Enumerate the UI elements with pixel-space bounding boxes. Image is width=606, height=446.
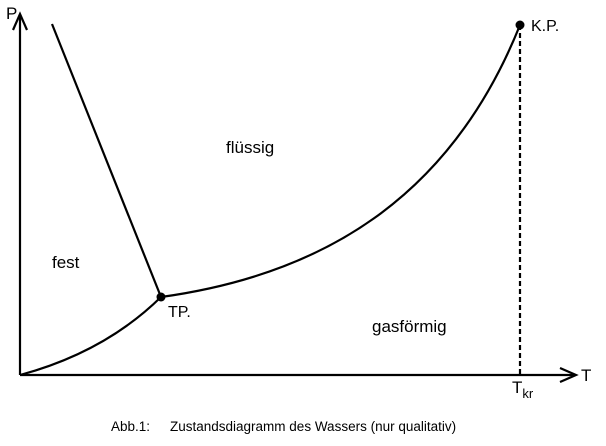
critical-temperature-label-sub: kr: [522, 386, 534, 401]
x-axis-arrowhead: [559, 366, 579, 384]
region-label-liquid: flüssig: [226, 138, 274, 157]
x-axis-label: T: [581, 366, 591, 385]
melting-curve: [50, 23, 163, 298]
sublimation-curve: [19, 296, 162, 377]
figure-caption-number: Abb.1:: [111, 419, 150, 434]
critical-point-marker: [515, 20, 525, 30]
triple-point-marker: [156, 292, 166, 302]
y-axis-arrowhead: [11, 11, 29, 31]
y-axis-label: P: [6, 4, 17, 23]
figure-caption-text: Zustandsdiagramm des Wassers (nur qualit…: [170, 419, 456, 434]
region-label-solid: fest: [52, 253, 80, 272]
figure-caption: Abb.1: Zustandsdiagramm des Wassers (nur …: [111, 419, 456, 434]
critical-point-label: K.P.: [531, 18, 559, 35]
region-label-gas: gasförmig: [372, 317, 447, 336]
vaporization-curve: [160, 24, 522, 299]
critical-temperature-label-main: T: [512, 378, 522, 397]
triple-point-label: TP.: [168, 304, 191, 321]
critical-temperature-label: Tkr: [512, 378, 534, 401]
